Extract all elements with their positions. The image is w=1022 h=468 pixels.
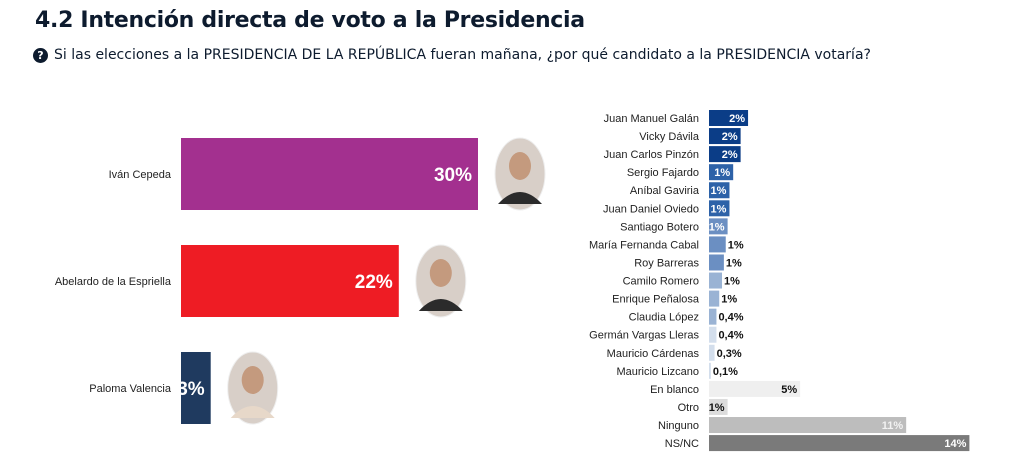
bar xyxy=(181,138,478,210)
category-label: María Fernanda Cabal xyxy=(589,239,699,251)
bar xyxy=(709,362,711,379)
bar xyxy=(181,352,211,424)
data-label: 0,4% xyxy=(718,312,743,324)
photo-face xyxy=(509,152,531,180)
bar xyxy=(709,200,730,217)
bar xyxy=(709,218,728,235)
page-title: 4.2 Intención directa de voto a la Presi… xyxy=(35,8,585,33)
photo-body xyxy=(230,406,275,418)
data-label: 3% xyxy=(177,379,205,400)
data-label: 0,1% xyxy=(713,366,738,378)
data-label: 11% xyxy=(882,420,904,432)
category-label: Juan Daniel Oviedo xyxy=(603,203,699,215)
bar xyxy=(709,272,723,289)
bar xyxy=(709,128,741,145)
category-label: Otro xyxy=(678,402,699,414)
bar xyxy=(709,182,730,199)
bar xyxy=(709,146,741,163)
category-label: Mauricio Cárdenas xyxy=(607,348,700,360)
category-label: Santiago Botero xyxy=(620,221,699,233)
data-label: 1% xyxy=(721,294,737,306)
photo-body xyxy=(498,192,542,204)
bar xyxy=(709,110,749,126)
photo-face xyxy=(241,366,264,394)
bar xyxy=(709,344,715,361)
category-label: NS/NC xyxy=(665,438,699,450)
category-label: Juan Manuel Galán xyxy=(604,113,699,125)
data-label: 2% xyxy=(722,149,738,161)
bar xyxy=(709,254,724,271)
bar xyxy=(709,435,970,452)
data-label: 1% xyxy=(726,257,742,269)
category-label: Abelardo de la Espriella xyxy=(55,276,172,288)
category-label: Enrique Peñalosa xyxy=(612,294,700,306)
data-label: 1% xyxy=(711,203,727,215)
data-label: 1% xyxy=(709,402,725,414)
category-label: Paloma Valencia xyxy=(89,383,172,395)
bar xyxy=(181,245,399,317)
bar xyxy=(709,308,717,325)
category-label: Germán Vargas Lleras xyxy=(589,330,699,342)
photo-body xyxy=(418,299,463,311)
bar xyxy=(709,398,728,415)
category-label: Mauricio Lizcano xyxy=(616,366,699,378)
data-label: 1% xyxy=(711,185,727,197)
category-label: Juan Carlos Pinzón xyxy=(604,149,699,161)
category-label: Ninguno xyxy=(658,420,699,432)
data-label: 2% xyxy=(729,113,745,125)
bar xyxy=(709,164,734,181)
question: ? Si las elecciones a la PRESIDENCIA DE … xyxy=(33,47,871,63)
photo-face xyxy=(429,259,452,287)
data-label: 0,3% xyxy=(717,348,742,360)
bar xyxy=(709,236,726,253)
data-label: 2% xyxy=(722,131,738,143)
bar xyxy=(709,326,717,343)
category-label: Claudia López xyxy=(629,312,699,324)
category-label: Aníbal Gaviria xyxy=(630,185,700,197)
question-text: Si las elecciones a la PRESIDENCIA DE LA… xyxy=(54,47,871,63)
category-label: Sergio Fajardo xyxy=(627,167,699,179)
data-label: 1% xyxy=(714,167,730,179)
data-label: 14% xyxy=(944,438,966,450)
category-label: Iván Cepeda xyxy=(109,169,172,181)
data-label: 0,4% xyxy=(718,330,743,342)
data-label: 30% xyxy=(434,165,472,186)
bar xyxy=(709,417,907,434)
category-label: Camilo Romero xyxy=(623,276,699,288)
category-label: Vicky Dávila xyxy=(639,131,700,143)
data-label: 1% xyxy=(728,239,744,251)
question-circle-icon: ? xyxy=(33,47,48,63)
category-label: Roy Barreras xyxy=(634,257,699,269)
data-label: 22% xyxy=(355,272,393,293)
category-label: En blanco xyxy=(650,384,699,396)
data-label: 5% xyxy=(781,384,797,396)
data-label: 1% xyxy=(724,276,740,288)
data-label: 1% xyxy=(709,221,725,233)
bar xyxy=(709,290,720,307)
bar xyxy=(709,380,801,397)
